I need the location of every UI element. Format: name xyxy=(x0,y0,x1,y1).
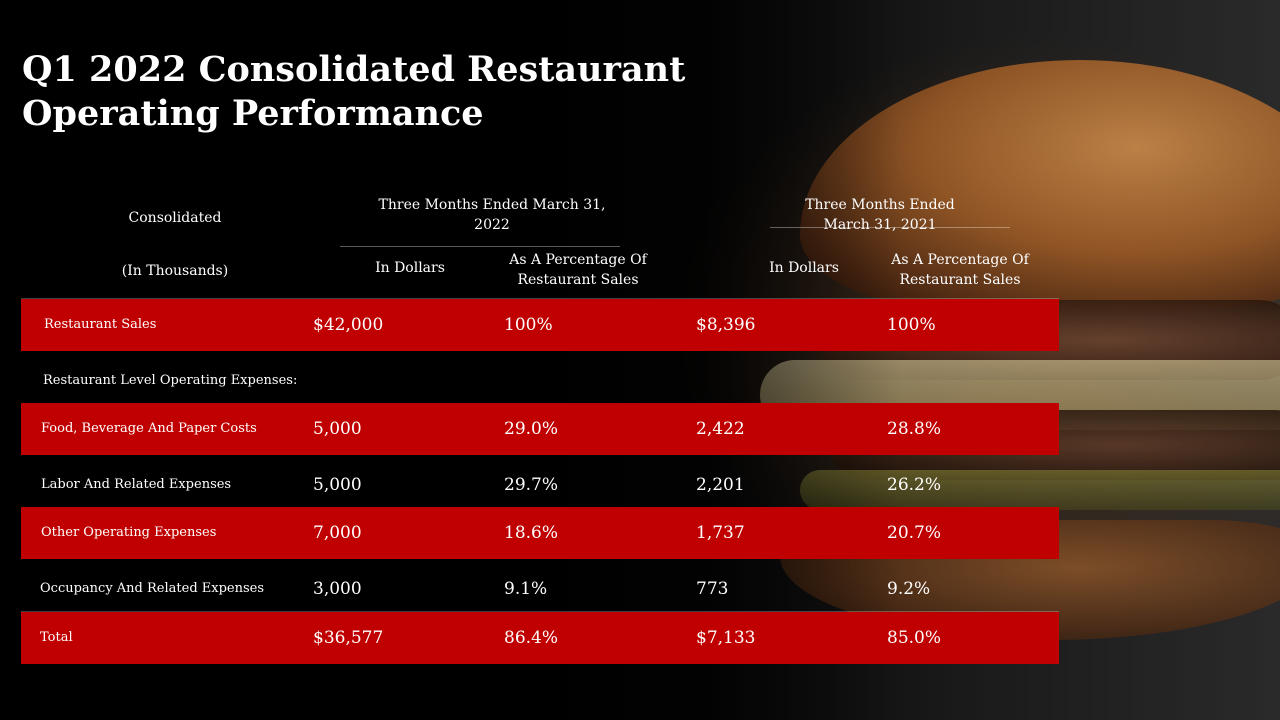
background-fade xyxy=(0,0,900,720)
header-period-2021: Three Months Ended March 31, 2021 xyxy=(805,197,955,233)
value-dollars-2022: $42,000 xyxy=(313,315,384,335)
value-percent-2022: 29.7% xyxy=(504,475,559,495)
value-percent-2022: 9.1% xyxy=(504,579,548,599)
header-in-dollars-2022: In Dollars xyxy=(375,260,445,276)
value-dollars-2022: 5,000 xyxy=(313,419,362,439)
header-percentage-2022: As A Percentage Of Restaurant Sales xyxy=(498,250,658,290)
table-row-other-operating: Other Operating Expenses 7,000 18.6% 1,7… xyxy=(21,507,1059,559)
value-dollars-2021: $7,133 xyxy=(696,628,756,648)
value-dollars-2022: 7,000 xyxy=(313,523,362,543)
value-percent-2021: 9.2% xyxy=(887,579,931,599)
row-label: Occupancy And Related Expenses xyxy=(40,581,265,596)
header-percentage-2021: As A Percentage Of Restaurant Sales xyxy=(880,250,1040,290)
header-percentage-line1: As A Percentage Of xyxy=(891,252,1029,268)
value-dollars-2021: 773 xyxy=(696,579,729,599)
header-divider-2022 xyxy=(340,246,620,247)
header-percentage-line2: Restaurant Sales xyxy=(517,272,639,288)
table-row-operating-expenses-heading: Restaurant Level Operating Expenses: xyxy=(21,355,1059,407)
value-dollars-2021: $8,396 xyxy=(696,315,756,335)
table-row-food-beverage: Food, Beverage And Paper Costs 5,000 29.… xyxy=(21,403,1059,455)
table-row-total: Total $36,577 86.4% $7,133 85.0% xyxy=(21,612,1059,664)
table-row-restaurant-sales: Restaurant Sales $42,000 100% $8,396 100… xyxy=(21,299,1059,351)
row-label: Other Operating Expenses xyxy=(41,525,217,540)
value-dollars-2021: 1,737 xyxy=(696,523,745,543)
header-in-dollars-2021: In Dollars xyxy=(769,260,839,276)
value-percent-2022: 29.0% xyxy=(504,419,559,439)
value-percent-2022: 86.4% xyxy=(504,628,559,648)
header-period-2022: Three Months Ended March 31, 2022 xyxy=(378,197,606,233)
page-title: Q1 2022 Consolidated Restaurant Operatin… xyxy=(22,49,686,134)
header-percentage-line2: Restaurant Sales xyxy=(899,272,1021,288)
header-divider-2021 xyxy=(770,227,1010,228)
value-percent-2021: 28.8% xyxy=(887,419,942,439)
table-row-labor: Labor And Related Expenses 5,000 29.7% 2… xyxy=(21,459,1059,511)
header-consolidated: Consolidated xyxy=(128,210,222,226)
row-label: Restaurant Level Operating Expenses: xyxy=(43,373,298,388)
table-top-divider xyxy=(21,298,1059,299)
value-dollars-2022: 3,000 xyxy=(313,579,362,599)
header-in-thousands: (In Thousands) xyxy=(121,263,229,279)
value-percent-2021: 100% xyxy=(887,315,936,335)
value-percent-2022: 100% xyxy=(504,315,553,335)
row-label: Labor And Related Expenses xyxy=(41,477,232,492)
value-percent-2021: 26.2% xyxy=(887,475,942,495)
row-label: Food, Beverage And Paper Costs xyxy=(41,421,257,436)
header-percentage-line1: As A Percentage Of xyxy=(509,252,647,268)
value-dollars-2021: 2,422 xyxy=(696,419,745,439)
row-label: Total xyxy=(40,630,73,645)
value-dollars-2022: $36,577 xyxy=(313,628,384,648)
value-dollars-2022: 5,000 xyxy=(313,475,362,495)
total-divider xyxy=(21,611,1059,612)
row-label: Restaurant Sales xyxy=(44,317,157,332)
value-percent-2022: 18.6% xyxy=(504,523,559,543)
table-row-occupancy: Occupancy And Related Expenses 3,000 9.1… xyxy=(21,563,1059,615)
value-percent-2021: 85.0% xyxy=(887,628,942,648)
value-dollars-2021: 2,201 xyxy=(696,475,745,495)
value-percent-2021: 20.7% xyxy=(887,523,942,543)
